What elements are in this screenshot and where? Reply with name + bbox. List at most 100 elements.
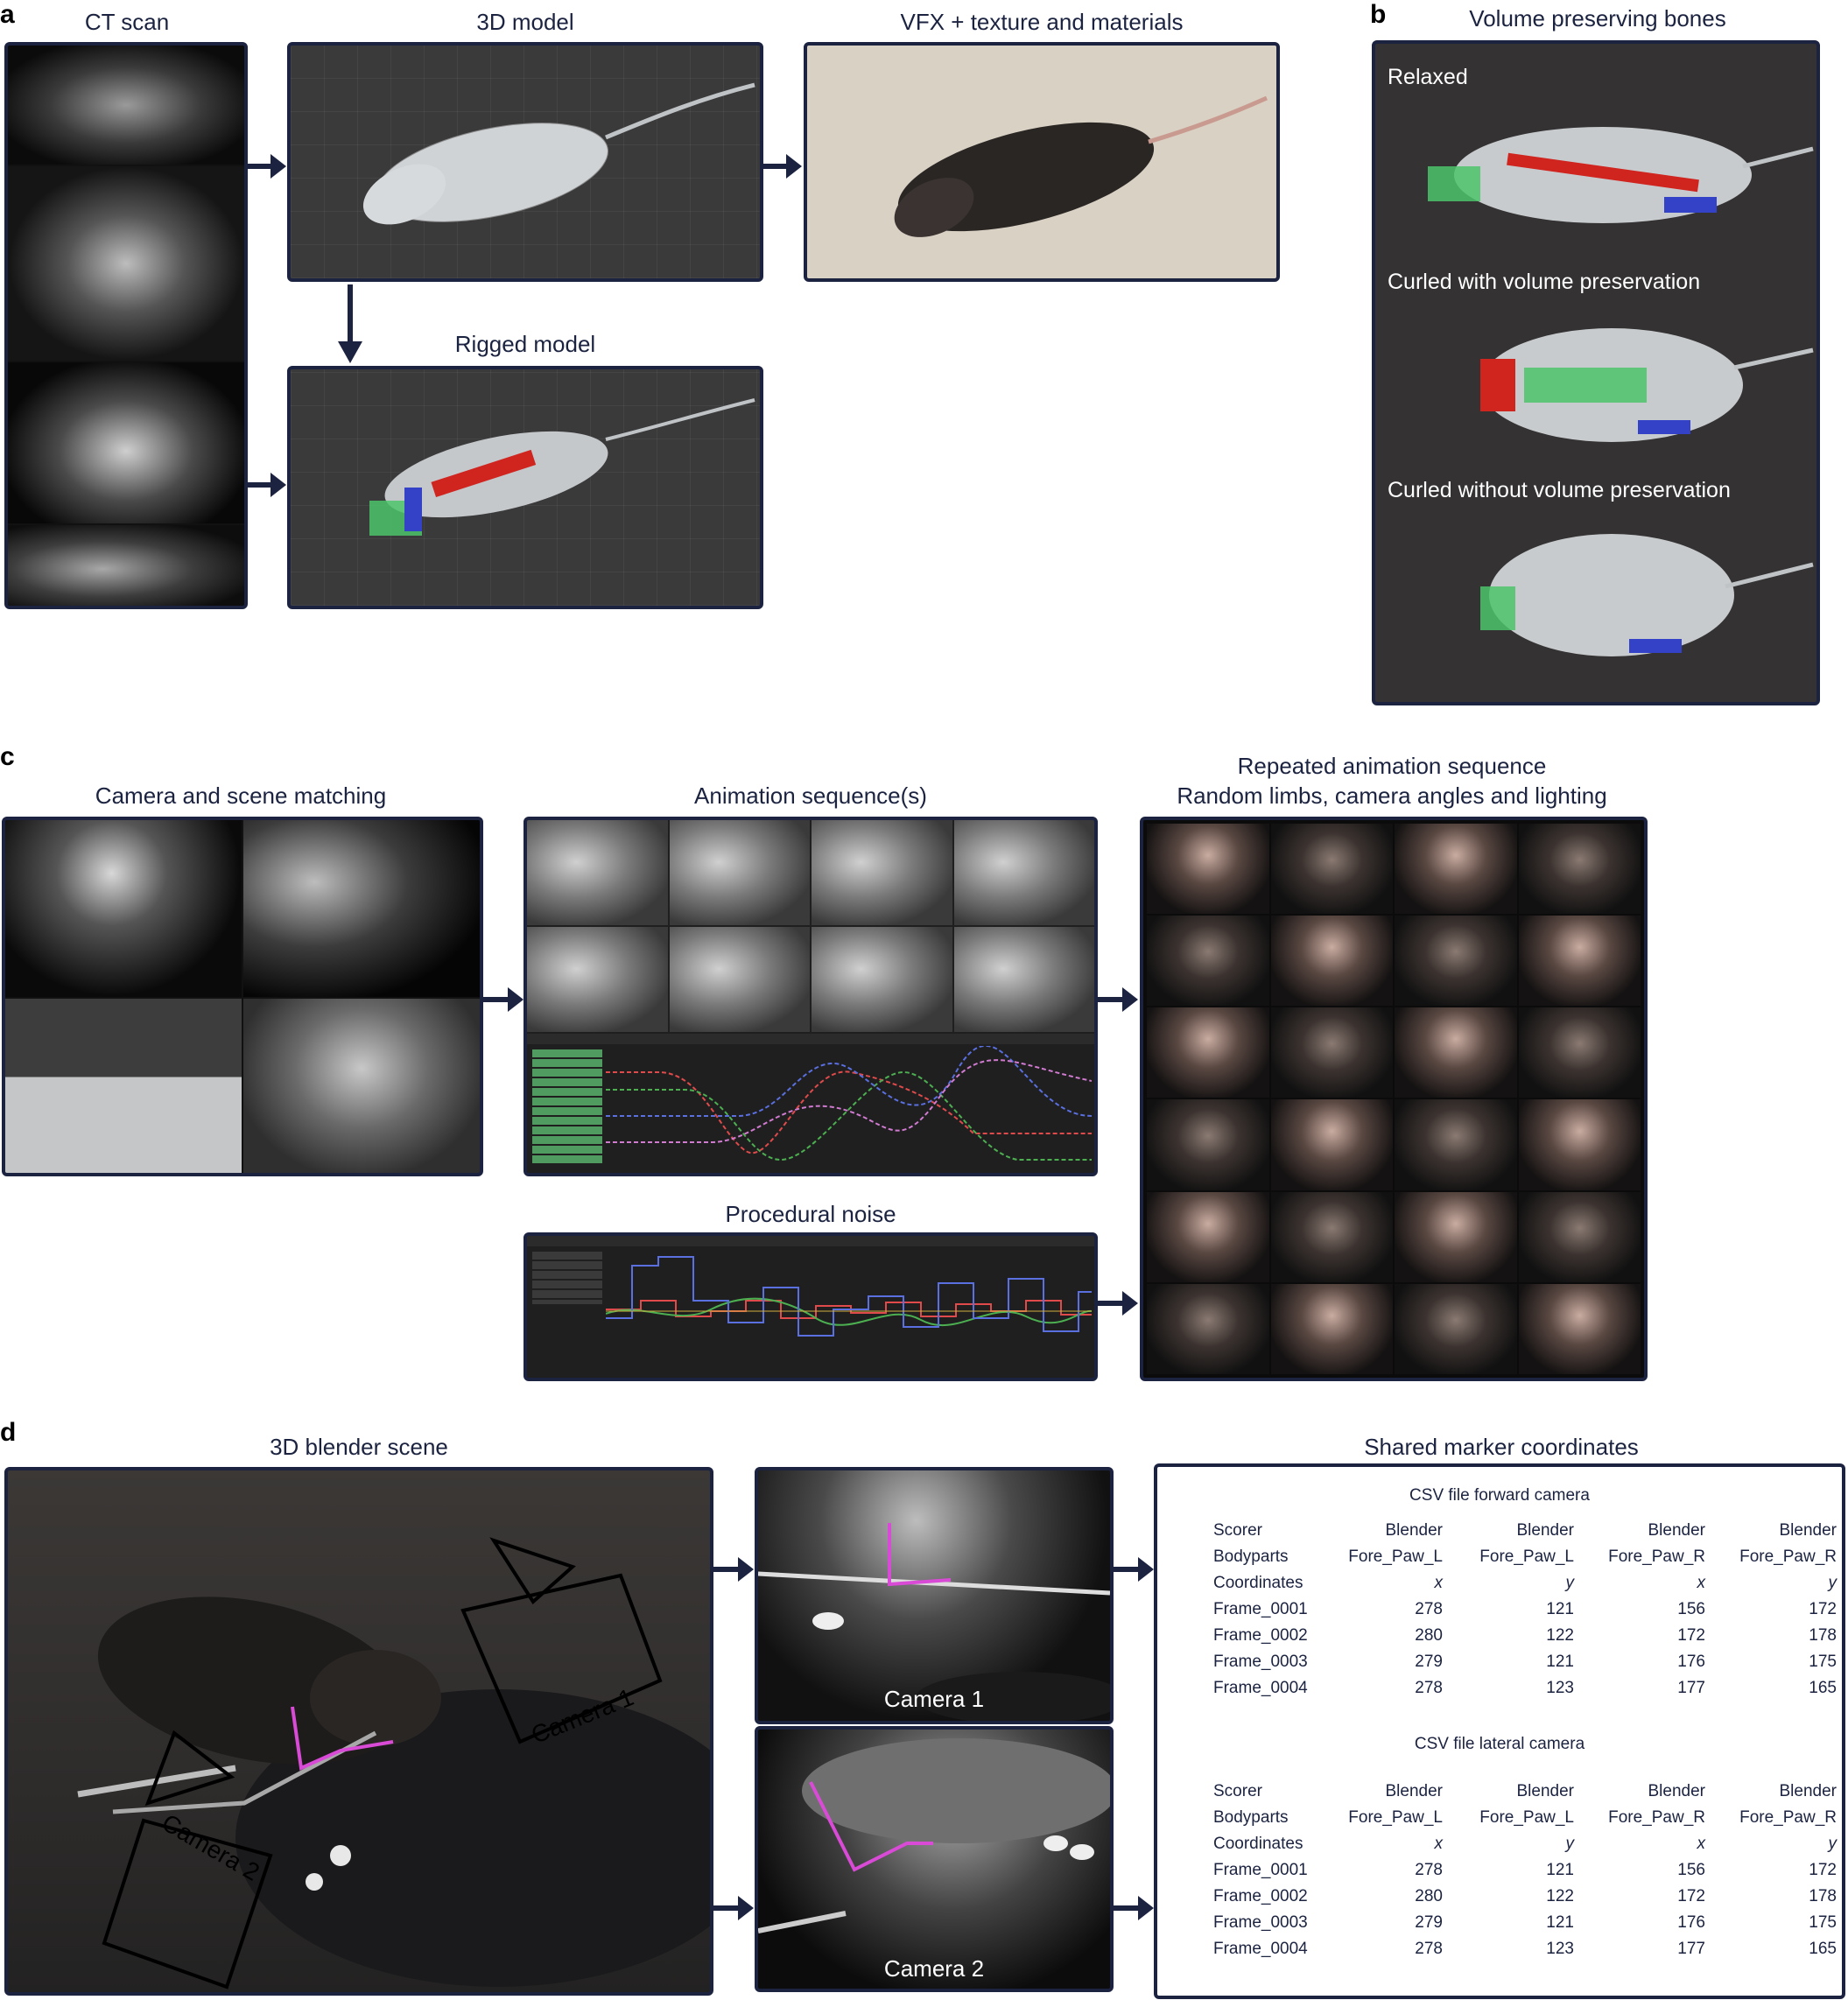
row-header: Frame_0004 xyxy=(1213,1679,1308,1697)
3d-model-panel xyxy=(287,42,763,282)
arrow-right xyxy=(248,473,286,497)
table-cell: 178 xyxy=(1809,1887,1837,1905)
synthetic-frame xyxy=(1395,1191,1517,1282)
table-cell: 177 xyxy=(1677,1679,1705,1697)
table-cell: x xyxy=(1434,1574,1444,1592)
procedural-noise-panel[interactable] xyxy=(523,1232,1098,1381)
synthetic-frame xyxy=(1270,916,1393,1007)
table-cell: 280 xyxy=(1415,1626,1443,1645)
table-cell: Blender xyxy=(1779,1521,1837,1540)
table-cell: 176 xyxy=(1677,1913,1705,1932)
synthetic-frame xyxy=(1270,1007,1393,1098)
graph-editor-header xyxy=(527,1236,1094,1246)
row-header: Bodyparts xyxy=(1213,1808,1289,1827)
virtual-scene-frame xyxy=(243,999,480,1173)
synthetic-frame xyxy=(1395,1099,1517,1190)
camera-1-render xyxy=(758,1523,1110,1721)
animation-keyframe-thumb xyxy=(527,820,668,925)
animation-keyframe-thumb xyxy=(669,927,810,1032)
table-row: Frame_0003 279 121 176 175 xyxy=(1213,1649,1837,1675)
virtual-scene-frame xyxy=(5,999,242,1173)
table-cell: 123 xyxy=(1546,1679,1574,1697)
table-cell: 165 xyxy=(1809,1940,1837,1958)
ct-slice-image xyxy=(8,362,244,523)
table-cell: 280 xyxy=(1415,1887,1443,1905)
table-cell: Fore_Paw_R xyxy=(1608,1547,1705,1566)
relaxed-label: Relaxed xyxy=(1388,65,1468,89)
row-header: Coordinates xyxy=(1213,1835,1303,1853)
camera-2-frame-label: Camera 2 xyxy=(883,1955,985,1982)
synthetic-frame xyxy=(1518,1283,1641,1374)
table-cell: x xyxy=(1434,1835,1444,1853)
synthetic-frame xyxy=(1147,1099,1269,1190)
csv-forward-table: Scorer Blender Blender Blender Blender B… xyxy=(1213,1518,1837,1702)
table-row: Frame_0001 278 121 156 172 xyxy=(1213,1596,1837,1623)
synthetic-frame xyxy=(1147,1191,1269,1282)
blender-scene-panel: Camera 1 Camera 2 xyxy=(4,1467,713,1996)
table-cell: 172 xyxy=(1677,1626,1705,1645)
table-row: Frame_0001 278 121 156 172 xyxy=(1213,1857,1837,1884)
synthetic-frame xyxy=(1147,1283,1269,1374)
table-row: Scorer Blender Blender Blender Blender xyxy=(1213,1779,1837,1805)
arrow-right xyxy=(1114,1896,1154,1920)
animation-sequence-panel xyxy=(523,817,1098,1176)
camera-matching-panel xyxy=(2,817,483,1176)
camera-2-render xyxy=(758,1738,1110,1933)
noise-curves xyxy=(606,1256,1092,1337)
animation-keyframe-thumb xyxy=(527,927,668,1032)
repeated-title-line2: Random limbs, camera angles and lighting xyxy=(1177,782,1607,809)
animation-curves xyxy=(606,1046,1092,1161)
table-cell: Blender xyxy=(1516,1782,1575,1800)
table-cell: Blender xyxy=(1516,1521,1575,1540)
table-cell: Blender xyxy=(1648,1782,1706,1800)
panel-label-c: c xyxy=(0,742,15,771)
animation-keyframe-thumb xyxy=(812,820,952,925)
table-cell: 172 xyxy=(1677,1887,1705,1905)
panel-label-a: a xyxy=(0,0,15,29)
table-cell: Blender xyxy=(1385,1782,1444,1800)
csv-lateral-table: Scorer Blender Blender Blender Blender B… xyxy=(1213,1779,1837,1962)
table-cell: 279 xyxy=(1415,1913,1443,1932)
row-header: Scorer xyxy=(1213,1782,1262,1800)
row-header: Coordinates xyxy=(1213,1574,1303,1592)
rigged-model-panel xyxy=(287,366,763,609)
synthetic-frame xyxy=(1518,916,1641,1007)
arrow-right xyxy=(1114,1557,1154,1582)
table-row: Bodyparts Fore_Paw_L Fore_Paw_L Fore_Paw… xyxy=(1213,1544,1837,1570)
table-row: Coordinates x y x y xyxy=(1213,1570,1837,1596)
rigged-mouse-render xyxy=(369,398,755,536)
csv-lateral-title: CSV file lateral camera xyxy=(1414,1735,1585,1753)
table-cell: Fore_Paw_R xyxy=(1739,1547,1837,1566)
table-cell: 172 xyxy=(1809,1600,1837,1618)
graph-editor[interactable] xyxy=(527,1034,1094,1173)
table-cell: 178 xyxy=(1809,1626,1837,1645)
arrow-right xyxy=(713,1557,754,1582)
mouse-mesh-render xyxy=(362,82,755,225)
ct-scan-panel xyxy=(4,42,248,609)
real-camera-frame xyxy=(5,820,242,997)
curled-with-label: Curled with volume preservation xyxy=(1388,270,1701,294)
table-row: Scorer Blender Blender Blender Blender xyxy=(1213,1518,1837,1544)
channel-list xyxy=(532,1049,602,1163)
synthetic-frame xyxy=(1395,824,1517,915)
table-cell: Fore_Paw_L xyxy=(1479,1808,1574,1827)
table-cell: 177 xyxy=(1677,1940,1705,1958)
table-cell: 156 xyxy=(1677,1600,1705,1618)
arrow-right xyxy=(763,154,802,179)
row-header: Frame_0002 xyxy=(1213,1887,1308,1905)
ct-scan-title: CT scan xyxy=(84,9,170,35)
row-header: Frame_0003 xyxy=(1213,1653,1308,1671)
textured-mouse-render xyxy=(894,95,1268,237)
camera-2-view: Camera 2 xyxy=(755,1726,1114,1992)
relaxed-rig-render xyxy=(1428,127,1814,223)
volume-bones-title: Volume preserving bones xyxy=(1469,5,1726,32)
table-cell: 278 xyxy=(1415,1861,1443,1879)
table-row: Frame_0004 278 123 177 165 xyxy=(1213,1936,1837,1962)
procedural-noise-title: Procedural noise xyxy=(725,1201,896,1227)
row-header: Frame_0001 xyxy=(1213,1861,1308,1879)
table-cell: 121 xyxy=(1546,1861,1574,1879)
ct-slice-image xyxy=(8,46,244,165)
arrow-right xyxy=(1098,987,1138,1012)
row-header: Bodyparts xyxy=(1213,1547,1289,1566)
animation-keyframe-thumb xyxy=(953,820,1094,925)
